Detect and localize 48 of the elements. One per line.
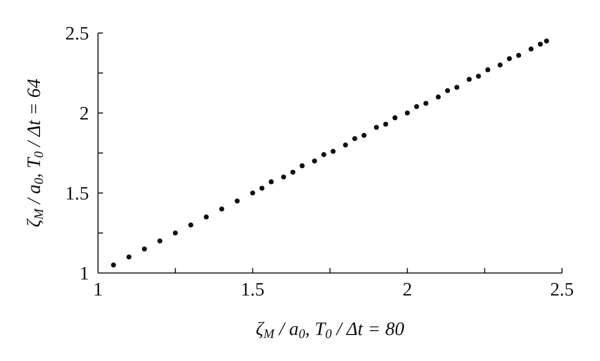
point <box>142 246 147 252</box>
point <box>506 56 512 62</box>
point <box>300 163 305 168</box>
x-tick-label: 1.5 <box>240 279 265 300</box>
point <box>423 100 428 106</box>
point <box>342 142 348 148</box>
point <box>250 190 256 196</box>
point <box>528 46 534 52</box>
point <box>352 136 358 142</box>
point <box>404 110 410 116</box>
y-tick-label: 1.5 <box>65 184 89 205</box>
point <box>157 238 162 244</box>
point <box>188 222 194 228</box>
point <box>312 158 318 164</box>
point <box>374 124 379 130</box>
point <box>321 152 326 158</box>
point <box>126 254 132 260</box>
point <box>290 170 296 175</box>
point <box>259 186 264 191</box>
point <box>362 132 367 138</box>
point <box>172 230 178 236</box>
point <box>383 122 388 127</box>
point <box>110 262 116 268</box>
point <box>234 198 240 204</box>
point <box>330 148 336 154</box>
point <box>538 42 543 47</box>
point <box>204 214 209 220</box>
point <box>268 179 274 184</box>
y-tick-label: 1 <box>80 264 89 285</box>
point <box>454 84 460 90</box>
point <box>436 94 441 100</box>
x-tick-label: 2.5 <box>550 279 574 300</box>
y-tick-label: 2.5 <box>65 24 89 45</box>
point <box>445 88 450 94</box>
point <box>516 52 522 58</box>
x-axis-title: ζ$_{M}$ / a$_{0}$, T$_{0}$ / Δt = 80 <box>256 319 405 342</box>
point <box>498 62 503 68</box>
x-tick-label: 2 <box>402 279 412 300</box>
point <box>466 76 472 82</box>
point <box>392 115 398 120</box>
point <box>414 104 420 110</box>
y-tick-label: 2 <box>80 104 89 125</box>
x-tick-label: 1 <box>93 279 103 300</box>
point <box>219 206 224 212</box>
point <box>281 174 286 180</box>
point <box>485 67 490 72</box>
point <box>544 38 550 44</box>
point <box>476 74 481 79</box>
